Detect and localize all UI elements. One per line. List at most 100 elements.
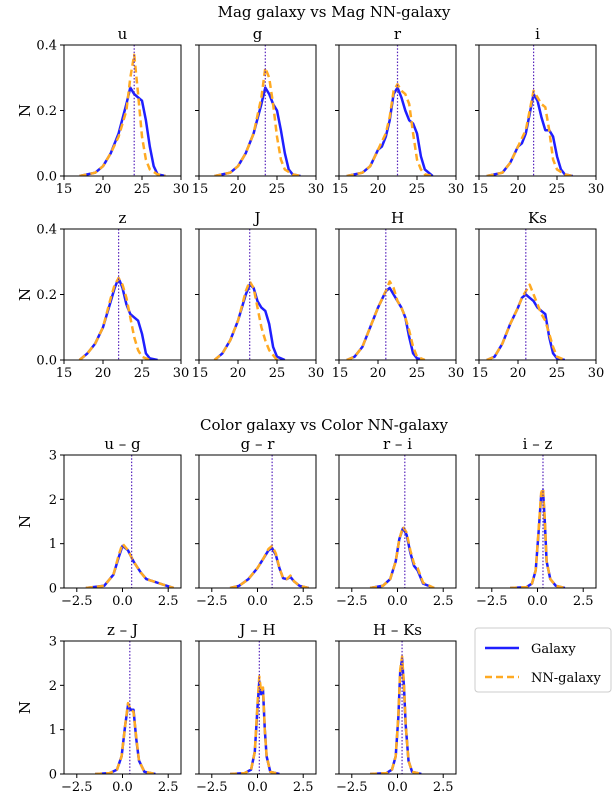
color-u-g-frame — [63, 454, 182, 589]
color-j-h-title: J – H — [237, 621, 275, 639]
mag-u-ytick-label: 0.4 — [36, 39, 57, 54]
color-g-r-xtick-label: −2.5 — [196, 594, 228, 609]
mag-g-xtick-label: 15 — [192, 182, 209, 197]
mag-g-xtick-label: 20 — [230, 182, 247, 197]
color-z-j-ytick-label: 0 — [49, 768, 57, 783]
color-g-r-xtick-label: 0.0 — [247, 594, 268, 609]
mag-g-xtick-label: 30 — [308, 182, 325, 197]
color-g-r-xtick-label: 2.5 — [293, 594, 314, 609]
mag-h-xtick-label: 25 — [409, 366, 426, 381]
color-r-i-galaxy-line — [369, 526, 435, 588]
legend-galaxy-label: Galaxy — [531, 642, 576, 657]
color-u-g-ytick-label: 3 — [49, 449, 57, 464]
color-z-j-ylabel: N — [16, 701, 34, 714]
mag-u-frame — [63, 44, 182, 177]
mag-g-frame — [198, 44, 317, 177]
color-u-g-nn-galaxy-line — [85, 542, 175, 588]
mag-h-panel: H 15 20 25 30 — [332, 209, 465, 381]
mag-j-nn-galaxy-line — [213, 280, 278, 360]
mag-i-nn-galaxy-line — [486, 89, 573, 176]
mag-r-panel: r 15 20 25 30 — [332, 25, 465, 197]
mag-r-title: r — [394, 25, 402, 43]
mag-ks-nn-galaxy-line — [486, 283, 566, 360]
color-j-h-panel: J – H −2.5 0.0 2.5 — [195, 621, 317, 795]
mag-j-frame — [198, 228, 317, 361]
mag-g-xtick-label: 25 — [269, 182, 286, 197]
mag-r-galaxy-line — [346, 86, 434, 176]
mag-j-xtick-label: 20 — [230, 366, 247, 381]
color-h-ks-xtick-label: 0.0 — [387, 780, 408, 795]
mag-u-ylabel: N — [16, 104, 34, 117]
mag-z-galaxy-line — [78, 276, 158, 360]
mag-h-xtick-label: 20 — [370, 366, 387, 381]
mag-j-panel: J 15 20 25 30 — [192, 209, 325, 381]
mag-g-title: g — [253, 25, 263, 43]
color-z-j-ytick-label: 1 — [49, 723, 57, 738]
mag-i-xtick-label: 30 — [588, 182, 605, 197]
color-j-h-xtick-label: 0.0 — [247, 780, 268, 795]
color-r-i-xtick-label: −2.5 — [336, 594, 368, 609]
mag-z-xtick-label: 25 — [134, 366, 151, 381]
mag-u-xtick-label: 25 — [134, 182, 151, 197]
mag-j-xtick-label: 15 — [192, 366, 209, 381]
color-j-h-xtick-label: −2.5 — [196, 780, 228, 795]
color-h-ks-xtick-label: 2.5 — [433, 780, 454, 795]
mag-ks-xtick-label: 25 — [549, 366, 566, 381]
color-i-z-xtick-label: 0.0 — [527, 594, 548, 609]
mag-z-panel: z 15 20 25 30 0.0 0.2 0.4 N — [16, 209, 189, 381]
mag-z-title: z — [119, 209, 127, 227]
mag-u-title: u — [118, 25, 128, 43]
mag-j-xtick-label: 25 — [269, 366, 286, 381]
mag-i-title: i — [535, 25, 540, 43]
mag-u-xtick-label: 20 — [95, 182, 112, 197]
mag-z-ytick-label: 0.0 — [36, 354, 57, 369]
mag-ks-xtick-label: 20 — [510, 366, 527, 381]
color-i-z-xtick-label: 2.5 — [573, 594, 594, 609]
color-u-g-ytick-label: 1 — [49, 537, 57, 552]
color-z-j-xtick-label: 0.0 — [112, 780, 133, 795]
mag-h-xtick-label: 30 — [448, 366, 465, 381]
color-i-z-xtick-label: −2.5 — [476, 594, 508, 609]
mag-g-galaxy-line — [214, 86, 301, 176]
mag-h-frame — [338, 228, 457, 361]
mag-u-galaxy-line — [79, 86, 166, 176]
color-i-z-title: i – z — [523, 435, 553, 453]
mag-i-xtick-label: 15 — [472, 182, 489, 197]
mag-r-frame — [338, 44, 457, 177]
mag-u-xtick-label: 30 — [173, 182, 190, 197]
mag-i-frame — [478, 44, 597, 177]
color-j-h-nn-galaxy-line — [230, 675, 280, 774]
mag-j-title: J — [252, 209, 260, 227]
color-g-r-panel: g – r −2.5 0.0 2.5 — [195, 435, 317, 609]
mag-u-ytick-label: 0.2 — [36, 104, 57, 119]
color-g-r-nn-galaxy-line — [229, 544, 309, 588]
color-u-g-ylabel: N — [16, 515, 34, 528]
mag-r-nn-galaxy-line — [346, 83, 433, 176]
color-u-g-xtick-label: 2.5 — [158, 594, 179, 609]
color-h-ks-title: H – Ks — [373, 621, 422, 639]
color-z-j-panel: z – J −2.5 0.0 2.5 0 1 2 3 N — [16, 621, 182, 795]
color-j-h-xtick-label: 2.5 — [293, 780, 314, 795]
color-j-h-galaxy-line — [230, 679, 280, 774]
mag-z-ylabel: N — [16, 288, 34, 301]
mag-r-xtick-label: 25 — [409, 182, 426, 197]
mag-z-xtick-label: 30 — [173, 366, 190, 381]
mag-r-xtick-label: 20 — [370, 182, 387, 197]
color-h-ks-panel: H – Ks −2.5 0.0 2.5 — [335, 621, 457, 795]
mag-j-xtick-label: 30 — [308, 366, 325, 381]
color-u-g-title: u – g — [104, 435, 141, 453]
color-z-j-xtick-label: −2.5 — [61, 780, 93, 795]
color-z-j-xtick-label: 2.5 — [158, 780, 179, 795]
mag-z-ytick-label: 0.2 — [36, 288, 57, 303]
color-u-g-ytick-label: 2 — [49, 493, 57, 508]
color-figure-title: Color galaxy vs Color NN-galaxy — [200, 416, 449, 434]
color-g-r-galaxy-line — [229, 546, 309, 588]
color-u-g-galaxy-line — [85, 544, 175, 588]
color-i-z-panel: i – z −2.5 0.0 2.5 — [475, 435, 597, 609]
mag-h-xtick-label: 15 — [332, 366, 349, 381]
color-z-j-ytick-label: 2 — [49, 679, 57, 694]
mag-g-nn-galaxy-line — [214, 66, 301, 176]
mag-z-ytick-label: 0.4 — [36, 223, 57, 238]
mag-r-xtick-label: 15 — [332, 182, 349, 197]
